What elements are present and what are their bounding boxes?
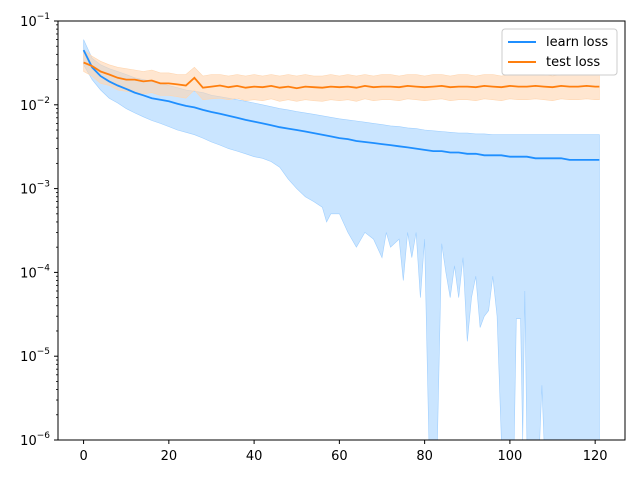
legend-label-test-loss: test loss [546,55,600,70]
x-tick-label: 40 [246,449,263,464]
confidence-bands [83,39,600,440]
series-lines [82,49,600,161]
line-learn-loss [82,49,600,161]
x-tick-label: 100 [497,449,522,464]
x-tick-label: 0 [79,449,87,464]
legend: learn loss test loss [501,28,618,76]
band-test-loss [83,49,600,102]
legend-label-learn-loss: learn loss [546,35,608,50]
legend-box [501,28,618,76]
band-learn-loss [83,39,600,440]
plot-frame [57,20,626,441]
x-tick-label: 60 [331,449,348,464]
x-tick-label: 20 [161,449,178,464]
x-tick-label: 80 [416,449,433,464]
x-axis: 0 20 40 60 80 100 120 [79,440,608,464]
x-tick-label: 120 [583,449,608,464]
line-test-loss [83,61,600,90]
